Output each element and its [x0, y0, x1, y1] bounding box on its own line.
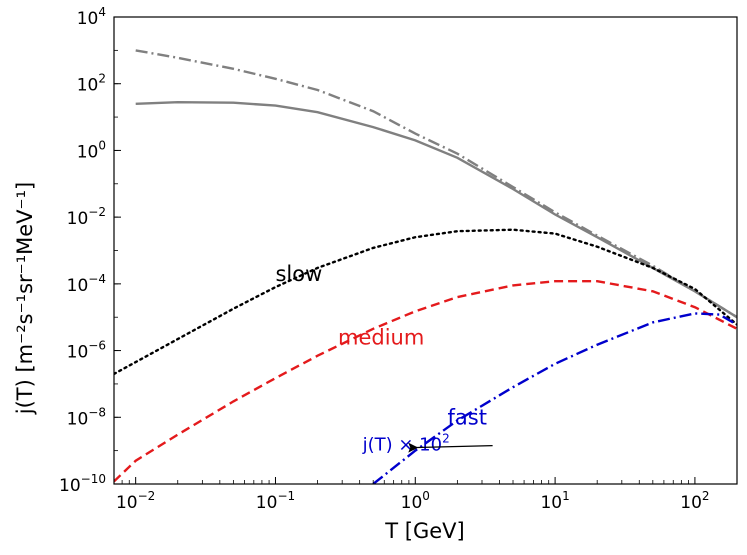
y-tick-label: 102 — [77, 72, 106, 96]
y-tick-label: 10−10 — [59, 472, 106, 496]
series-line-5 — [372, 312, 737, 484]
series-line-2 — [135, 49, 737, 319]
curves — [114, 49, 737, 484]
x-ticks: 10−2 10−1 100 101 102 — [116, 477, 710, 513]
annotation-label: j(T) × 102 — [362, 432, 450, 456]
series-line-4 — [114, 280, 737, 483]
series-line-3 — [114, 228, 737, 376]
y-axis-label: j(T) [m⁻²s⁻¹sr⁻¹MeV⁻¹] — [13, 182, 37, 416]
y-tick-label: 10−4 — [67, 272, 106, 296]
y-tick-label: 10−2 — [67, 205, 106, 229]
arrow-head-icon — [408, 442, 419, 453]
y-tick-label: 100 — [77, 138, 106, 162]
x-tick-label: 102 — [680, 489, 709, 513]
series-line-1 — [135, 100, 737, 319]
annotation-label: medium — [338, 326, 424, 350]
x-tick-label: 10−2 — [116, 489, 155, 513]
x-tick-label: 100 — [401, 489, 430, 513]
x-tick-label: 101 — [540, 489, 569, 513]
y-tick-label: 104 — [77, 5, 106, 29]
arrow-line — [412, 444, 493, 449]
y-tick-label: 10−8 — [67, 405, 106, 429]
x-axis-label: T [GeV] — [384, 519, 464, 543]
y-tick-label: 10−6 — [67, 339, 106, 363]
x-tick-label: 10−1 — [256, 489, 295, 513]
plot-frame — [113, 16, 738, 485]
annotation-label: fast — [448, 406, 487, 430]
y-ticks: 10−10 10−8 10−6 10−4 10−2 100 102 104 — [59, 5, 121, 496]
annotation-label: slow — [275, 262, 322, 286]
